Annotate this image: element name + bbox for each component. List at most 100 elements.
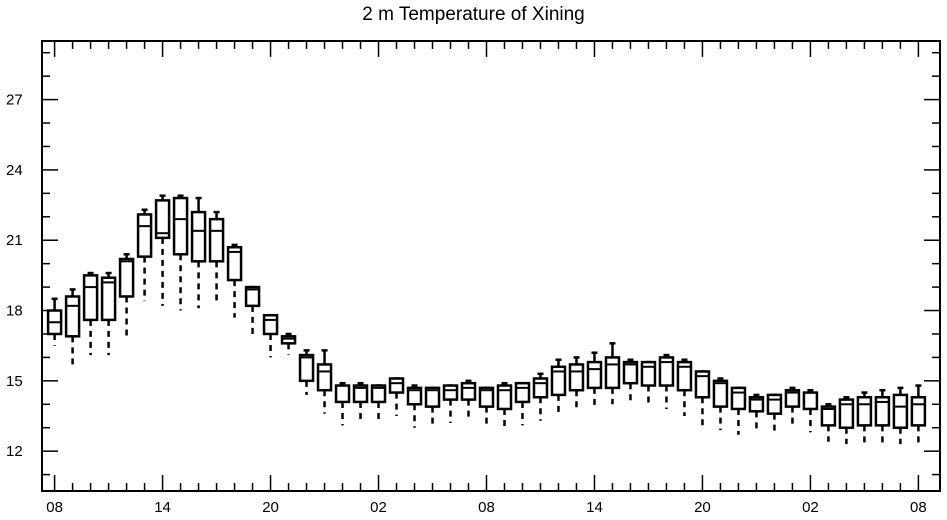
box-item [154, 194, 171, 306]
y-tick-label: 24 [6, 162, 23, 179]
x-tick-label: 02 [370, 499, 387, 516]
box-iqr [136, 213, 153, 258]
box-item [64, 288, 81, 367]
box-item [676, 358, 693, 416]
box-item [280, 332, 297, 356]
box-item [478, 386, 495, 426]
box-iqr [784, 388, 801, 408]
x-tick-label: 20 [694, 499, 711, 516]
box-item [658, 353, 675, 409]
x-tick-label: 08 [478, 499, 495, 516]
box-item [406, 384, 423, 428]
box-item [316, 349, 333, 414]
box-iqr [892, 393, 909, 429]
box-item [694, 370, 711, 426]
box-item [370, 384, 387, 421]
box-iqr [478, 386, 495, 408]
box-iqr [496, 384, 513, 411]
box-iqr [586, 360, 603, 390]
box-item [226, 243, 243, 318]
box-item [640, 360, 657, 405]
box-iqr [676, 360, 693, 392]
box-item [712, 377, 729, 431]
box-item [838, 396, 855, 445]
box-iqr [100, 276, 117, 322]
box-iqr [568, 363, 585, 392]
y-tick-label: 12 [6, 443, 23, 460]
box-iqr [370, 384, 387, 404]
box-iqr [910, 396, 927, 427]
y-axis: 12 15 18 21 24 27 [6, 51, 940, 476]
box-iqr [82, 274, 99, 322]
box-item [784, 386, 801, 428]
box-item [172, 194, 189, 311]
box-item [532, 372, 549, 421]
box-item [730, 386, 747, 435]
x-axis: 08 14 20 02 08 14 20 02 08 [46, 41, 927, 516]
box-item [82, 271, 99, 356]
box-iqr [748, 396, 765, 413]
box-item [460, 379, 477, 419]
box-item [100, 271, 117, 356]
x-tick-label: 08 [910, 499, 927, 516]
x-tick-label: 14 [154, 499, 171, 516]
box-iqr [334, 384, 351, 404]
box-item [550, 358, 567, 416]
x-tick-label: 20 [262, 499, 279, 516]
box-iqr [424, 386, 441, 408]
box-item [496, 381, 513, 428]
box-item [442, 384, 459, 424]
box-item [514, 381, 531, 426]
box-item [298, 349, 315, 395]
box-iqr [694, 370, 711, 399]
box-item [424, 386, 441, 428]
box-iqr [802, 391, 819, 411]
box-iqr [604, 356, 621, 390]
box-iqr [658, 356, 675, 387]
y-tick-label: 15 [6, 373, 23, 390]
box-item [334, 381, 351, 426]
box-iqr [280, 335, 297, 345]
box-iqr [766, 393, 783, 415]
box-item [388, 377, 405, 416]
box-item [748, 393, 765, 431]
box-item [46, 297, 63, 346]
box-item [910, 384, 927, 445]
box-item [262, 313, 279, 358]
box-iqr [388, 377, 405, 394]
y-tick-label: 27 [6, 92, 23, 109]
box-item [568, 356, 585, 412]
box-iqr [154, 199, 171, 240]
box-iqr [208, 217, 225, 263]
box-iqr [730, 386, 747, 411]
box-item [208, 210, 225, 304]
box-iqr [172, 196, 189, 256]
box-iqr [64, 295, 81, 338]
box-iqr [316, 363, 333, 392]
box-iqr [226, 246, 243, 282]
box-iqr [190, 210, 207, 263]
box-iqr [118, 257, 135, 298]
box-iqr [820, 405, 837, 427]
box-iqr [550, 365, 567, 397]
box-iqr [442, 384, 459, 401]
box-iqr [874, 396, 891, 427]
box-item [622, 358, 639, 402]
box-iqr [640, 360, 657, 387]
box-item [190, 196, 207, 309]
box-item [874, 388, 891, 445]
box-iqr [352, 384, 369, 404]
box-item [118, 253, 135, 339]
box-iqr [532, 377, 549, 399]
box-iqr [460, 381, 477, 401]
box-item [856, 391, 873, 445]
box-item [244, 285, 261, 334]
box-item [766, 393, 783, 433]
x-tick-label: 08 [46, 499, 63, 516]
y-tick-label: 21 [6, 232, 23, 249]
box-item [802, 388, 819, 433]
box-iqr [712, 379, 729, 408]
box-iqr [856, 396, 873, 427]
box-iqr [838, 398, 855, 429]
x-tick-label: 14 [586, 499, 603, 516]
